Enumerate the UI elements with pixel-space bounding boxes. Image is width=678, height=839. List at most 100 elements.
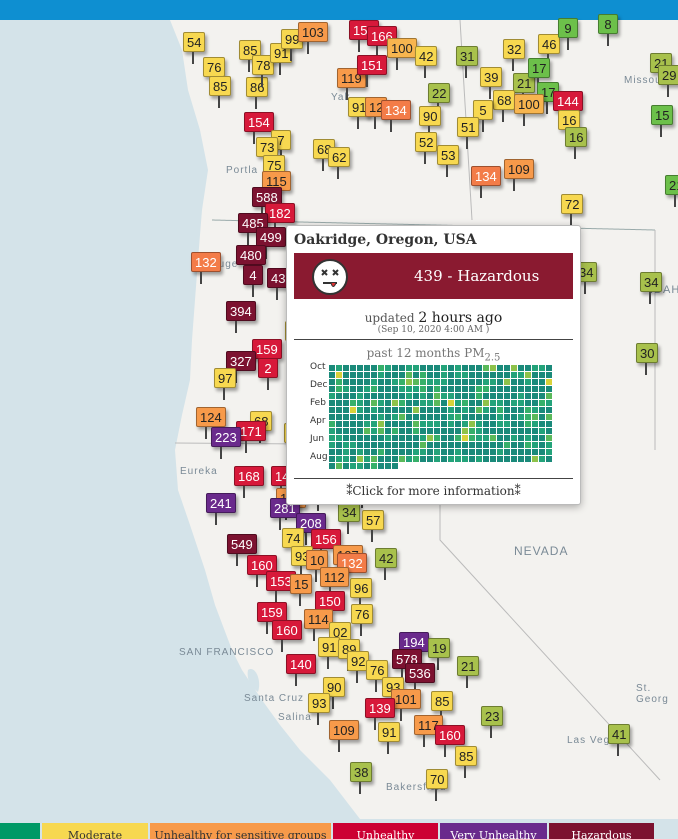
aqi-marker[interactable]: 10 bbox=[306, 550, 329, 582]
aqi-marker[interactable]: 150 bbox=[315, 591, 345, 623]
aqi-marker[interactable]: 109 bbox=[504, 159, 534, 191]
aqi-marker[interactable]: 124 bbox=[196, 407, 226, 439]
aqi-marker[interactable]: 160 bbox=[272, 620, 302, 652]
aqi-marker[interactable]: 4 bbox=[243, 265, 263, 297]
aqi-marker[interactable]: 91 bbox=[378, 722, 401, 754]
aqi-marker[interactable]: 2 bbox=[258, 358, 278, 390]
aqi-marker[interactable]: 42 bbox=[375, 548, 398, 580]
aqi-marker[interactable]: 160 bbox=[247, 555, 277, 587]
aqi-marker[interactable]: 21 bbox=[665, 175, 678, 207]
aqi-marker[interactable]: 159 bbox=[257, 602, 287, 634]
aqi-marker[interactable]: 30 bbox=[636, 343, 659, 375]
aqi-marker[interactable]: 62 bbox=[328, 147, 351, 179]
aqi-marker[interactable]: 34 bbox=[640, 272, 663, 304]
aqi-marker[interactable]: 21 bbox=[457, 656, 480, 688]
aqi-marker[interactable]: 42 bbox=[415, 46, 438, 78]
aqi-marker[interactable]: 85 bbox=[431, 691, 454, 723]
aqi-marker[interactable]: 168 bbox=[234, 466, 264, 498]
aqi-marker[interactable]: 100 bbox=[387, 38, 417, 70]
aqi-marker[interactable]: 112 bbox=[320, 567, 349, 599]
aqi-marker[interactable]: 72 bbox=[561, 194, 584, 226]
aqi-marker[interactable]: 92 bbox=[347, 651, 370, 683]
aqi-marker[interactable]: 182 bbox=[265, 203, 295, 235]
aqi-marker[interactable]: 46 bbox=[538, 34, 561, 66]
aqi-marker[interactable]: 57 bbox=[362, 510, 385, 542]
aqi-marker[interactable]: 90 bbox=[419, 106, 442, 138]
aqi-marker[interactable]: 76 bbox=[351, 604, 374, 636]
aqi-marker[interactable]: 156 bbox=[311, 529, 341, 561]
aqi-marker[interactable]: 171 bbox=[236, 421, 266, 453]
aqi-marker[interactable]: 29 bbox=[658, 65, 678, 97]
aqi-marker[interactable]: 144 bbox=[553, 91, 583, 123]
aqi-marker[interactable]: 15 bbox=[290, 574, 313, 606]
aqi-marker[interactable]: 9 bbox=[558, 18, 578, 50]
aqi-marker[interactable]: 154 bbox=[244, 112, 274, 144]
aqi-marker[interactable]: 153 bbox=[266, 571, 296, 603]
aqi-marker[interactable]: 54 bbox=[183, 32, 206, 64]
aqi-marker[interactable]: 140 bbox=[286, 654, 316, 686]
aqi-marker[interactable]: 499 bbox=[256, 227, 286, 259]
aqi-marker[interactable]: 159 bbox=[252, 339, 282, 371]
more-info-link[interactable]: ⁑Click for more information⁑ bbox=[287, 484, 580, 498]
aqi-marker[interactable]: 32 bbox=[503, 39, 526, 71]
aqi-marker[interactable]: 109 bbox=[329, 720, 359, 752]
aqi-marker[interactable]: 41 bbox=[608, 724, 631, 756]
aqi-marker[interactable]: 101 bbox=[391, 689, 421, 721]
aqi-marker[interactable]: 68 bbox=[493, 90, 516, 122]
aqi-marker[interactable]: 76 bbox=[203, 57, 226, 89]
aqi-marker[interactable]: 22 bbox=[428, 83, 451, 115]
aqi-marker[interactable]: 119 bbox=[337, 68, 366, 100]
aqi-marker[interactable]: 15 bbox=[651, 105, 674, 137]
aqi-marker[interactable]: 151 bbox=[357, 55, 387, 87]
aqi-marker[interactable]: 327 bbox=[226, 351, 256, 383]
aqi-marker[interactable]: 34 bbox=[338, 502, 361, 534]
aqi-marker[interactable]: 78 bbox=[252, 55, 275, 87]
aqi-marker[interactable]: 115 bbox=[262, 171, 291, 203]
aqi-marker[interactable]: 134 bbox=[471, 166, 501, 198]
aqi-marker[interactable]: 160 bbox=[435, 725, 465, 757]
aqi-marker[interactable]: 23 bbox=[481, 706, 504, 738]
aqi-marker[interactable]: 73 bbox=[256, 137, 279, 169]
aqi-marker[interactable]: 93 bbox=[308, 693, 331, 725]
heatmap-cell bbox=[357, 449, 363, 455]
aqi-marker[interactable]: 103 bbox=[298, 22, 328, 54]
aqi-marker[interactable]: 38 bbox=[350, 762, 373, 794]
aqi-marker[interactable]: 31 bbox=[456, 46, 479, 78]
aqi-marker[interactable]: 74 bbox=[282, 528, 305, 560]
heatmap-cell bbox=[455, 428, 461, 434]
aqi-marker[interactable]: 53 bbox=[437, 145, 460, 177]
aqi-marker[interactable]: 85 bbox=[209, 76, 232, 108]
aqi-marker[interactable]: 90 bbox=[323, 677, 346, 709]
aqi-marker[interactable]: 76 bbox=[366, 660, 389, 692]
aqi-marker[interactable]: 51 bbox=[457, 117, 480, 149]
aqi-marker[interactable]: 21 bbox=[513, 73, 536, 105]
aqi-marker[interactable]: 223 bbox=[211, 427, 241, 459]
aqi-marker[interactable]: 19 bbox=[428, 638, 451, 670]
aqi-marker[interactable]: 5 bbox=[473, 100, 493, 132]
aqi-marker[interactable]: 8 bbox=[598, 14, 618, 46]
heatmap-cell bbox=[518, 393, 524, 399]
aqi-marker[interactable]: 86 bbox=[246, 77, 269, 109]
aqi-marker[interactable]: 96 bbox=[350, 578, 373, 610]
aqi-marker[interactable]: 241 bbox=[206, 493, 236, 525]
aqi-marker[interactable]: 16 bbox=[558, 110, 581, 142]
aqi-marker[interactable]: 134 bbox=[381, 100, 411, 132]
aqi-marker[interactable]: 70 bbox=[426, 769, 449, 801]
aqi-marker[interactable]: 549 bbox=[227, 534, 257, 566]
aqi-marker[interactable]: 85 bbox=[455, 746, 478, 778]
aqi-marker[interactable]: 394 bbox=[226, 301, 256, 333]
aqi-marker[interactable]: 97 bbox=[214, 368, 237, 400]
aqi-marker[interactable]: 17 bbox=[528, 58, 551, 90]
aqi-marker[interactable]: 139 bbox=[365, 698, 395, 730]
aqi-marker[interactable]: 39 bbox=[480, 67, 503, 99]
aqi-marker[interactable]: 132 bbox=[191, 252, 221, 284]
aqi-marker[interactable]: 16 bbox=[565, 127, 588, 159]
aqi-marker[interactable]: 99 bbox=[281, 29, 304, 61]
aqi-marker[interactable]: 114 bbox=[304, 609, 333, 641]
aqi-marker[interactable]: 52 bbox=[415, 132, 438, 164]
aqi-marker[interactable]: 100 bbox=[514, 94, 544, 126]
aqi-map[interactable]: Eureka NEVADA SAN FRANCISCO Santa Cruz Salin… bbox=[0, 14, 678, 819]
aqi-marker[interactable]: 536 bbox=[405, 663, 435, 695]
aqi-marker[interactable]: 480 bbox=[236, 245, 266, 277]
station-popup[interactable]: Oakridge, Oregon, USA 439 - Hazardous up… bbox=[286, 225, 581, 505]
